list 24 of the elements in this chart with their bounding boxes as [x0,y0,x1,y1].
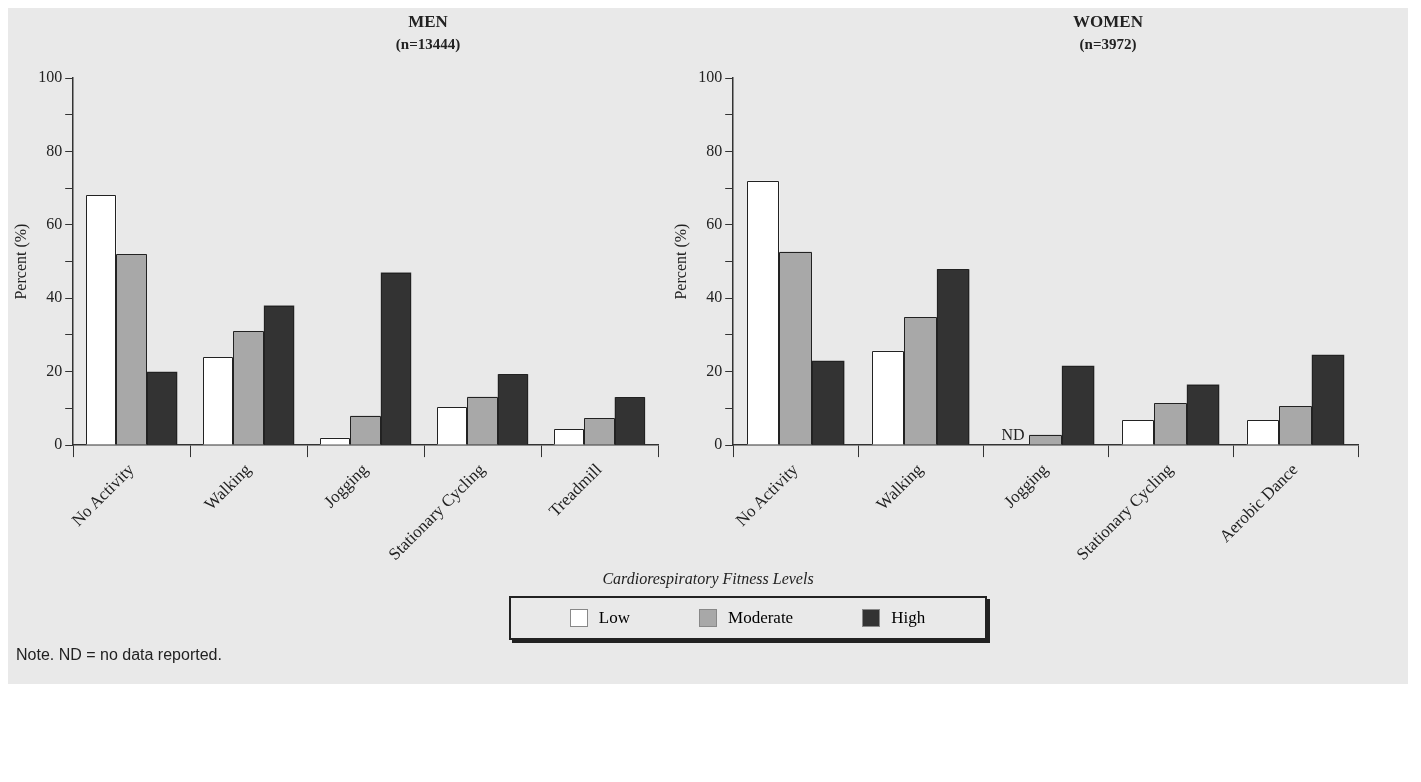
y-tick-label: 60 [46,215,63,233]
y-tick-label: 80 [706,141,723,159]
y-tick-label: 0 [54,435,63,453]
y-tick-label: 20 [46,361,63,379]
legend-label: Low [598,608,631,628]
y-tick-label: 100 [698,68,723,86]
text: Note. ND = no data reported. [16,646,223,664]
annotation: ND [1001,426,1025,444]
y-axis-title: Percent (%) [11,223,30,300]
chart-subtitle: (n=13444) [394,36,462,53]
y-tick-label: 80 [46,141,63,159]
x-axis-title: Cardiorespiratory Fitness Levels [601,570,815,588]
y-tick-label: 20 [706,361,723,379]
chart-title: MEN [407,12,449,32]
y-tick-label: 40 [706,288,723,306]
y-tick-label: 60 [706,215,723,233]
chart-title: WOMEN [1072,12,1144,32]
chart-subtitle: (n=3972) [1078,36,1138,53]
y-tick-label: 0 [714,435,723,453]
y-tick-label: 100 [38,68,63,86]
y-tick-label: 40 [46,288,63,306]
legend-label: Moderate [728,608,794,628]
y-axis-title: Percent (%) [671,223,690,300]
legend-label: High [891,608,926,628]
